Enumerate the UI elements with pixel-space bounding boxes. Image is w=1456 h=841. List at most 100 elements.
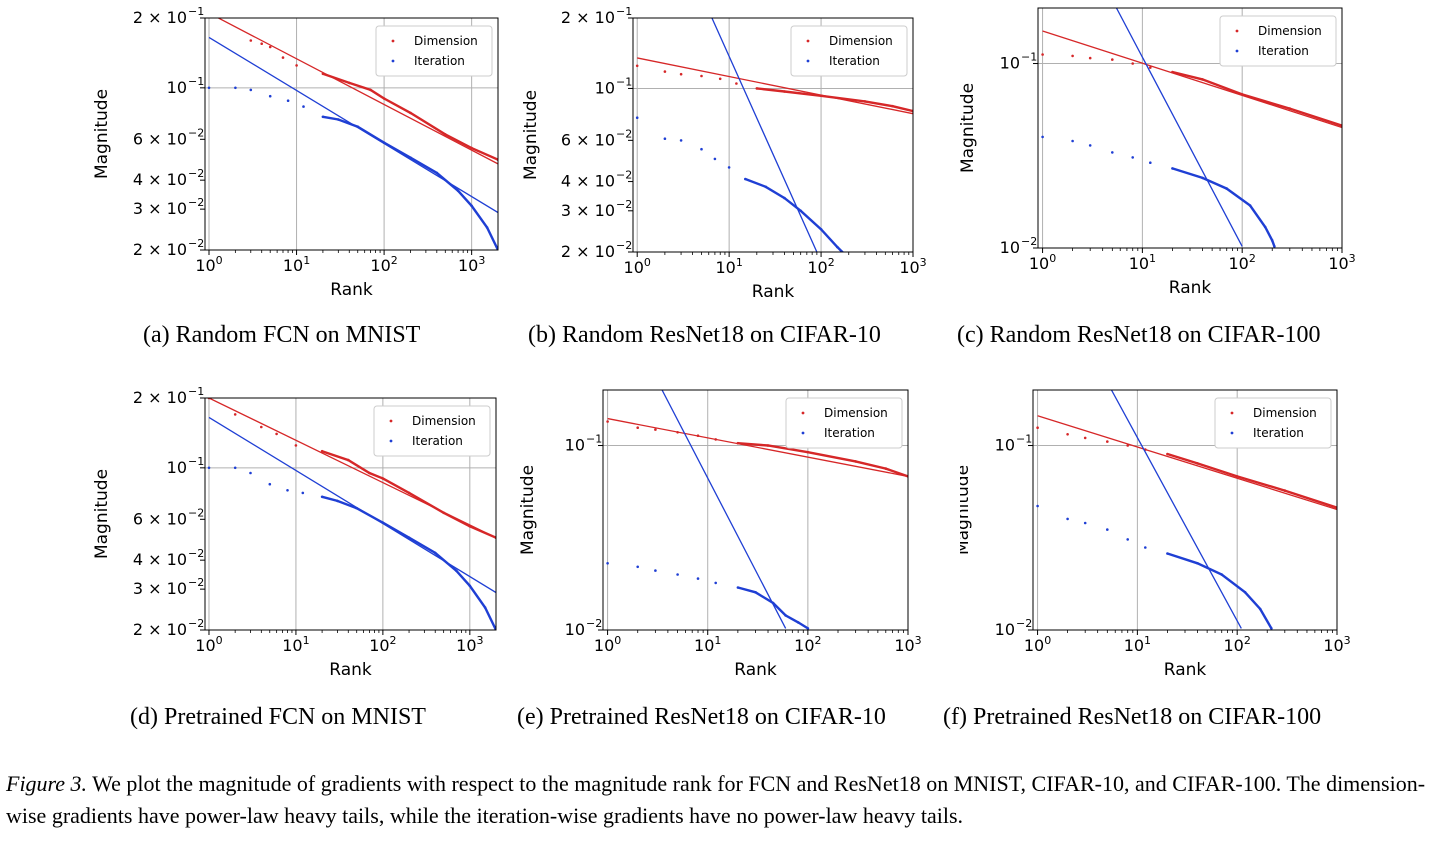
data-point: [470, 204, 473, 208]
y-tick-exponent: −1: [1021, 51, 1037, 64]
data-tail-dimension: [756, 87, 913, 113]
data-point: [606, 562, 609, 565]
data-point: [433, 551, 437, 555]
legend-label: Iteration: [1258, 44, 1309, 58]
data-point: [1106, 528, 1109, 531]
data-point: [806, 627, 810, 630]
x-axis-label: Rank: [734, 660, 777, 680]
legend-box: [1214, 397, 1332, 449]
legend-marker: [389, 419, 393, 423]
data-point: [1066, 517, 1069, 521]
x-tick-label: 100: [594, 634, 621, 655]
data-point: [771, 601, 775, 605]
data-point: [806, 450, 810, 454]
data-point: [233, 413, 237, 416]
y-tick-label: 4 × 10: [561, 172, 615, 191]
data-point: [799, 209, 802, 213]
x-tick-label: 100: [195, 254, 222, 275]
x-axis-label: Rank: [329, 660, 372, 680]
data-point: [1083, 521, 1087, 525]
data-point: [718, 77, 722, 81]
legend: Dimension Iteration: [1219, 15, 1337, 67]
y-tick-exponent: −1: [1016, 433, 1032, 446]
data-point: [382, 97, 386, 100]
y-tick-exponent: −2: [616, 198, 632, 211]
data-point: [1196, 562, 1199, 565]
y-tick-label: 2 × 10: [133, 240, 187, 259]
data-point: [783, 196, 786, 200]
x-tick-label: 101: [283, 254, 310, 275]
legend-label: Dimension: [824, 406, 888, 420]
x-tick-label: 102: [370, 254, 397, 275]
y-tick-label: 10: [565, 620, 585, 639]
plot-frame: [1032, 389, 1338, 631]
data-point: [1166, 552, 1169, 555]
data-point: [368, 471, 371, 475]
data-point: [635, 64, 639, 68]
series-iteration: [1036, 390, 1273, 630]
fit-line-dimension: [217, 18, 498, 165]
data-point: [679, 72, 683, 76]
plot-frame: [602, 389, 909, 631]
data-point: [1083, 436, 1087, 440]
data-point: [696, 434, 700, 437]
y-tick-exponent: −2: [1021, 235, 1037, 248]
y-tick-label: 3 × 10: [133, 199, 187, 218]
data-point: [336, 499, 339, 503]
data-point: [891, 104, 894, 108]
data-point: [1106, 440, 1109, 443]
data-point: [1111, 58, 1114, 61]
data-point: [700, 147, 703, 151]
data-point: [736, 441, 740, 445]
data-point: [455, 569, 458, 573]
data-point: [679, 139, 683, 142]
y-tick-label: 2 × 10: [133, 388, 187, 407]
data-point: [483, 606, 487, 609]
figure-caption: Figure 3. We plot the magnitude of gradi…: [6, 768, 1452, 832]
y-tick-exponent: −1: [188, 75, 204, 88]
x-tick-label: 102: [807, 256, 834, 277]
caption-f: (f) Pretrained ResNet18 on CIFAR-100: [943, 704, 1322, 730]
y-tick-exponent: −2: [1016, 617, 1032, 630]
legend-box: [790, 25, 908, 77]
chart-panel-a: 100 101 102 103 2 × 10 −1 10 −1 6 × 10 −2 4 × 10 −2…: [0, 0, 500, 310]
series-dimension: [217, 18, 498, 165]
legend-box: [375, 25, 493, 77]
x-tick-label: 103: [894, 634, 921, 655]
data-point: [381, 477, 385, 480]
data-point: [1071, 139, 1074, 143]
data-point: [606, 420, 609, 423]
data-point: [764, 185, 767, 189]
fit-line-iteration: [711, 18, 818, 252]
series-dimension: [635, 57, 913, 115]
y-axis-label: Magnitude: [521, 90, 541, 180]
data-point: [321, 115, 325, 119]
y-tick-exponent: −2: [188, 576, 204, 589]
series-dimension: [1041, 30, 1342, 129]
legend-marker: [1230, 431, 1234, 435]
legend-marker: [1235, 49, 1239, 53]
x-tick-label: 101: [282, 634, 309, 655]
data-point: [249, 39, 253, 42]
data-point: [294, 444, 298, 447]
data-point: [302, 105, 305, 108]
data-point: [381, 521, 385, 524]
data-point: [1270, 239, 1274, 242]
data-point: [301, 491, 305, 495]
data-point: [755, 87, 759, 90]
series-iteration: [606, 390, 810, 630]
y-tick-label: 2 × 10: [133, 620, 187, 639]
data-point: [1225, 187, 1228, 190]
data-point: [1041, 135, 1044, 139]
data-point: [796, 621, 800, 624]
data-point: [409, 111, 412, 115]
y-tick-exponent: −1: [188, 5, 204, 18]
data-point: [1263, 225, 1267, 229]
data-point: [456, 189, 460, 193]
data-point: [1240, 93, 1244, 96]
data-tail-dimension: [1172, 70, 1342, 127]
data-point: [409, 156, 412, 159]
x-axis-label: Rank: [330, 280, 373, 300]
data-point: [207, 86, 211, 90]
